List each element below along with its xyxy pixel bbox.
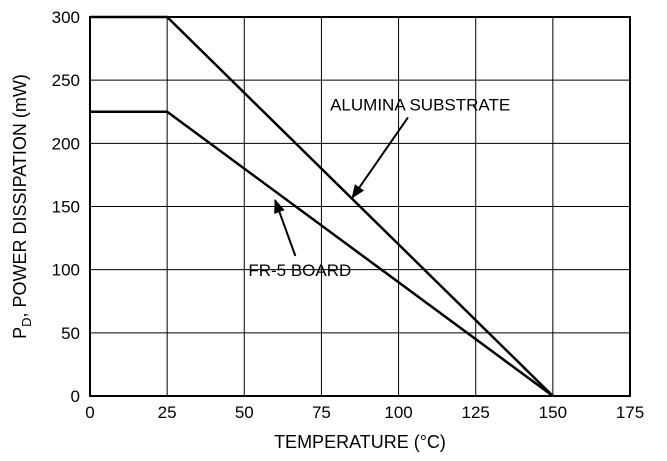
x-tick-label-175: 175 (616, 403, 644, 422)
x-axis-title: TEMPERATURE (°C) (274, 432, 446, 452)
x-tick-label-25: 25 (158, 403, 177, 422)
y-tick-labels: 0 50 100 150 200 250 300 (52, 8, 80, 406)
y-tick-label-200: 200 (52, 134, 80, 153)
x-tick-label-150: 150 (539, 403, 567, 422)
series-line-fr-5-board (90, 110, 554, 398)
x-tick-labels: 0 25 50 75 100 125 150 175 (85, 403, 644, 422)
y-tick-label-300: 300 (52, 8, 80, 27)
plot-frame (89, 16, 631, 397)
y-tick-label-100: 100 (52, 261, 80, 280)
x-tick-label-125: 125 (462, 403, 490, 422)
y-axis-title-prefix: P (10, 327, 30, 339)
y-axis-title-subscript: D (19, 317, 34, 326)
y-axis-title-rest: , POWER DISSIPATION (mW) (10, 74, 30, 317)
y-tick-label-250: 250 (52, 71, 80, 90)
annotations: ALUMINA SUBSTRATE FR-5 BOARD (248, 95, 510, 279)
annotation-arrow-fr-5-board (274, 198, 297, 257)
y-tick-label-0: 0 (71, 387, 80, 406)
y-tick-label-150: 150 (52, 198, 80, 217)
x-tick-label-75: 75 (312, 403, 331, 422)
x-tick-label-100: 100 (384, 403, 412, 422)
annotation-alumina-substrate: ALUMINA SUBSTRATE (330, 95, 510, 114)
annotation-arrow-alumina-substrate (351, 116, 409, 199)
annotation-fr-5-board: FR-5 BOARD (248, 261, 351, 280)
x-tick-label-0: 0 (85, 403, 94, 422)
y-tick-label-50: 50 (61, 324, 80, 343)
y-axis-title: PD, POWER DISSIPATION (mW) (10, 74, 34, 339)
x-tick-label-50: 50 (235, 403, 254, 422)
